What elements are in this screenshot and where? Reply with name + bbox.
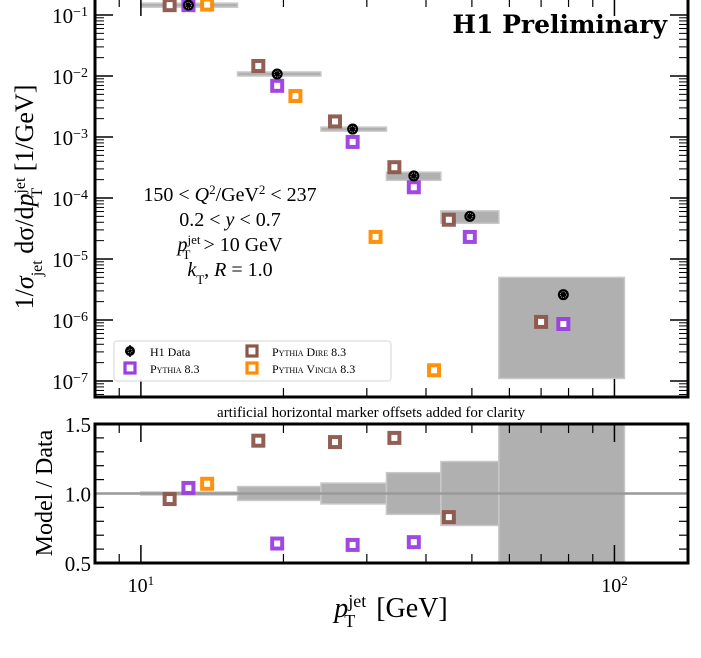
marker-pythia-dire-83-center: [391, 164, 398, 171]
h1-data-point-ring: [185, 1, 192, 9]
ratio-marker-pythia-83-center: [185, 484, 192, 491]
h1-data-point-ring: [349, 125, 356, 133]
y-tick-label: 10−1: [52, 4, 88, 28]
marker-pythia-vincia-83-center: [204, 1, 211, 8]
main-markers: [162, 0, 571, 378]
y-tick-label: 10−4: [52, 187, 88, 211]
legend-label-dire: Pythia Dire 8.3: [272, 345, 346, 359]
ratio-marker-pythia-vincia-83-center: [204, 480, 211, 487]
h1-data-point: [271, 68, 283, 80]
legend-label-h1: H1 Data: [150, 345, 191, 359]
ratio-marker-pythia-dire-83-center: [166, 496, 173, 503]
h1-data-point-ring: [273, 70, 281, 78]
legend: H1 Data Pythia 8.3 Pythia Dire 8.3 Pythi…: [113, 340, 392, 382]
x-tick-label: 102: [601, 573, 628, 598]
h1-data-point: [347, 123, 359, 135]
ratio-y-tick-label: 1.5: [65, 413, 91, 437]
legend-marker-pythia83: [123, 361, 137, 375]
annotation-y: 0.2 < y < 0.7: [179, 209, 280, 231]
h1-data-point-ring: [560, 291, 567, 298]
legend-label-vincia: Pythia Vincia 8.3: [272, 362, 355, 376]
y-tick-label: 10−5: [52, 248, 88, 272]
marker-pythia-dire-83-center: [166, 2, 173, 9]
marker-pythia-83-center: [410, 184, 417, 191]
marker-pythia-dire-83-center: [445, 216, 452, 223]
xlabel: pjet T [GeV]: [332, 591, 448, 631]
ratio-y-tick-label: 0.5: [65, 552, 91, 576]
marker-pythia-83-center: [274, 82, 281, 89]
ratio-marker-pythia-dire-83-center: [391, 434, 398, 441]
h1-data-point: [464, 210, 476, 222]
annotation-pt: pjet T > 10 GeV: [176, 232, 284, 262]
ratio-marker-pythia-dire-83-center: [255, 437, 262, 444]
marker-pythia-vincia-83-center: [431, 367, 438, 374]
marker-pythia-dire-83-center: [332, 118, 339, 125]
legend-marker-h1: [125, 345, 135, 357]
y-tick-label: 10−3: [52, 126, 88, 150]
h1-data-point: [557, 289, 569, 301]
y-tick-label: 10−6: [52, 309, 88, 333]
legend-label-pythia83: Pythia 8.3: [150, 362, 200, 376]
ratio-marker-pythia-83-center: [349, 541, 356, 548]
h1-data-point-ring: [410, 172, 418, 180]
ratio-note: artificial horizontal marker offsets add…: [217, 405, 525, 421]
x-tick-label: 101: [128, 573, 155, 598]
chart-title: H1 Preliminary: [452, 10, 668, 39]
annotation-q2: 150 < Q2/GeV2 < 237: [143, 182, 316, 207]
marker-pythia-83-center: [466, 233, 473, 240]
marker-pythia-dire-83-center: [538, 318, 545, 325]
selection-annotation: 150 < Q2/GeV2 < 237 0.2 < y < 0.7 pjet T …: [143, 182, 316, 287]
h1-data-point: [182, 0, 194, 11]
ratio-plot-frame: [93, 422, 690, 565]
h1-data-point: [408, 170, 420, 182]
ratio-y-tick-label: 1.0: [65, 483, 91, 507]
legend-marker-vincia: [245, 361, 259, 375]
ratio-marker-pythia-dire-83-center: [445, 514, 452, 521]
marker-pythia-83-center: [560, 320, 567, 327]
marker-pythia-vincia-83-center: [372, 233, 379, 240]
y-tick-label: 10−7: [52, 370, 88, 394]
marker-pythia-83-center: [349, 138, 356, 145]
ratio-markers: [162, 430, 456, 552]
y-tick-label: 10−2: [52, 65, 88, 89]
ratio-marker-pythia-83-center: [274, 540, 281, 547]
ratio-ylabel: Model / Data: [32, 429, 58, 556]
main-ylabel: 1/σjet dσ/dpjetT [1/GeV]: [10, 85, 46, 310]
marker-pythia-dire-83-center: [255, 62, 262, 69]
legend-box: [113, 340, 392, 382]
axes: 101 102 10−1 10−2 10−3 10−4 10−5 10−6 10−7 1.5 1.0…: [52, 0, 690, 598]
ratio-marker-pythia-dire-83-center: [332, 439, 339, 446]
ratio-marker-pythia-83-center: [410, 539, 417, 546]
legend-marker-dire: [245, 344, 259, 358]
h1-data-point-ring: [466, 213, 474, 220]
annotation-algo: kT, R = 1.0: [187, 259, 272, 287]
marker-pythia-vincia-83-center: [292, 93, 299, 100]
ratio-uncertainty-bands: [140, 423, 626, 564]
